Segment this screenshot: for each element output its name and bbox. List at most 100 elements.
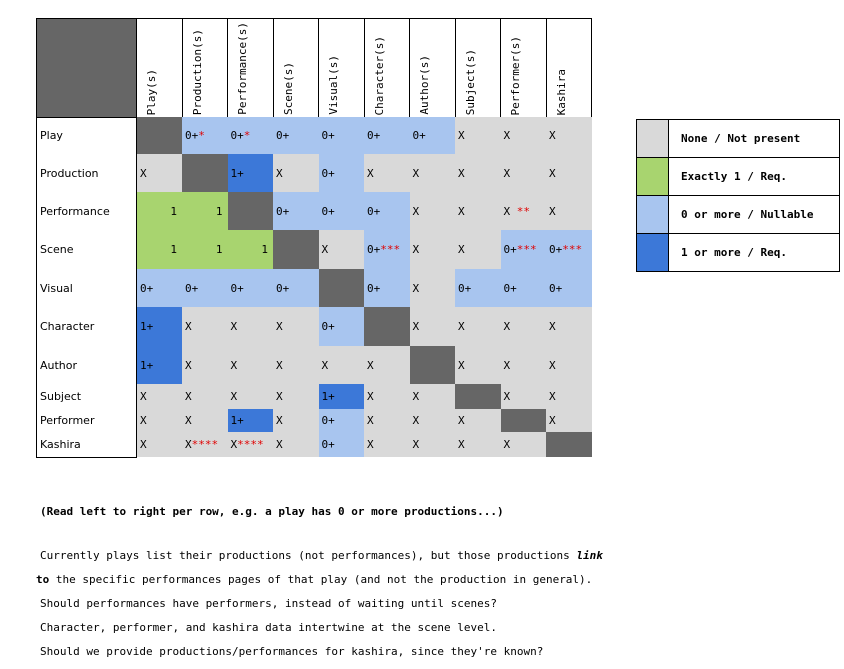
legend: None / Not present Exactly 1 / Req. 0 or m… — [636, 119, 840, 272]
footnote-ref: *** — [562, 243, 583, 256]
cell-value: 0+ — [321, 204, 335, 218]
matrix-cell: 0+ — [273, 192, 319, 230]
matrix-cell: X — [318, 346, 364, 384]
cell-value: 0+ — [412, 129, 426, 142]
matrix-cell: X — [318, 230, 364, 269]
cell-value: X — [458, 358, 465, 372]
footnote-ref: * — [198, 129, 205, 142]
matrix-cell: 0+*** — [364, 230, 410, 269]
matrix-cell: X — [455, 307, 501, 346]
column-header-label: Author(s) — [418, 55, 431, 115]
row-header: Kashira — [36, 432, 137, 458]
cell-value: X — [276, 320, 283, 333]
legend-label: Exactly 1 / Req. — [668, 157, 840, 196]
footnote-text-part-b: the specific performances pages of that … — [55, 573, 593, 586]
cell-value: X — [458, 243, 465, 256]
matrix-cell: X — [455, 230, 501, 269]
matrix-cell: 1+ — [227, 154, 273, 192]
cell-value: X — [367, 358, 374, 372]
cell-value: 0+ — [321, 129, 335, 142]
matrix-cell: 0+ — [318, 154, 364, 192]
cell-value: X — [549, 390, 556, 403]
cell-value: X — [503, 204, 511, 218]
row-header: Subject — [36, 384, 137, 409]
row-header: Production — [36, 154, 137, 192]
cell-value: 1+ — [230, 414, 244, 427]
matrix-cell: X — [455, 432, 501, 457]
cell-value: 1 — [215, 204, 223, 218]
matrix-row: Performer X X 1+ X 0+ X X X X — [36, 409, 592, 432]
matrix-cell: X — [182, 384, 228, 409]
column-header: Kashira — [545, 18, 592, 117]
column-header-label: Performance(s) — [236, 22, 249, 115]
matrix-cell: 0+ — [318, 409, 364, 432]
matrix-cell: X — [227, 384, 273, 409]
diagonal-cell — [455, 384, 501, 409]
matrix-cell: X — [273, 432, 319, 457]
cell-value: X — [503, 129, 511, 142]
cell-value: X — [412, 281, 420, 295]
matrix-cell: X — [136, 432, 182, 457]
matrix-cell: 0+ — [500, 269, 546, 307]
matrix-row: Production X 1+ X 0+ X X X X X — [36, 154, 592, 192]
matrix-cell: 1+ — [318, 384, 364, 409]
column-header-label: Subject(s) — [463, 48, 477, 115]
cell-value: X — [276, 166, 283, 180]
matrix-cell: X — [364, 409, 410, 432]
cell-value: 0+ — [367, 281, 381, 295]
cell-value: X — [549, 414, 556, 427]
matrix-row: Character 1+ X X X 0+ X X X X — [36, 307, 592, 346]
matrix-cell: X — [409, 230, 455, 269]
row-header: Scene — [36, 230, 137, 269]
legend-swatch — [636, 195, 669, 234]
cell-value: 0+ — [549, 243, 563, 256]
column-header: Scene(s) — [272, 18, 319, 117]
matrix-cell: X — [364, 154, 410, 192]
matrix-cell: X — [546, 117, 592, 154]
matrix-cell: X — [546, 307, 592, 346]
matrix-cell: X — [273, 346, 319, 384]
cell-value: X — [276, 438, 283, 451]
matrix-cell: 0+ — [227, 269, 273, 307]
cell-value: X — [412, 204, 420, 218]
footnote-emphasis: link — [576, 549, 603, 562]
cell-value: X — [140, 166, 147, 180]
cell-value: X — [549, 320, 556, 333]
matrix-cell: X — [455, 346, 501, 384]
footnote-ref: **** — [237, 438, 264, 451]
matrix-cell: X — [182, 307, 228, 346]
matrix-cell: X — [455, 117, 501, 154]
corner-cell — [36, 18, 137, 118]
matrix-cell: X — [546, 192, 592, 230]
matrix-cell: 0+ — [364, 269, 410, 307]
footnote-ref: * — [243, 129, 251, 142]
cell-value: 1 — [215, 243, 223, 256]
footnote-text: Character, performer, and kashira data i… — [40, 621, 497, 634]
matrix-cell: 1 — [136, 192, 182, 230]
matrix-cell: 0+ — [318, 432, 364, 457]
matrix-cell: X — [409, 384, 455, 409]
matrix-cell: X — [409, 432, 455, 457]
cell-value: X — [458, 204, 465, 218]
matrix-cell: 0+ — [364, 192, 410, 230]
legend-label: 0 or more / Nullable — [668, 195, 840, 234]
cell-value: 0+ — [458, 281, 472, 295]
diagonal-cell — [546, 432, 592, 457]
legend-swatch — [636, 119, 669, 158]
cell-value: X — [140, 438, 147, 451]
matrix-row: Kashira X X**** X**** X 0+ X X X X — [36, 432, 592, 458]
cell-value: X — [367, 390, 374, 403]
footnote-ref: **** — [191, 438, 219, 451]
matrix-cell: 0+ — [455, 269, 501, 307]
footnote-text: Should we provide productions/performanc… — [40, 645, 544, 658]
row-header: Character — [36, 307, 137, 346]
cell-value: 0+ — [185, 281, 199, 295]
matrix-cell: 0+*** — [500, 230, 546, 269]
cell-value: 0+ — [367, 243, 381, 256]
matrix-cell: X — [546, 384, 592, 409]
row-header: Visual — [36, 269, 137, 307]
footnote-ref: ** — [510, 204, 530, 218]
cell-value: X — [503, 438, 511, 451]
row-header: Author — [36, 346, 137, 384]
footnote-text-part — [49, 573, 56, 586]
